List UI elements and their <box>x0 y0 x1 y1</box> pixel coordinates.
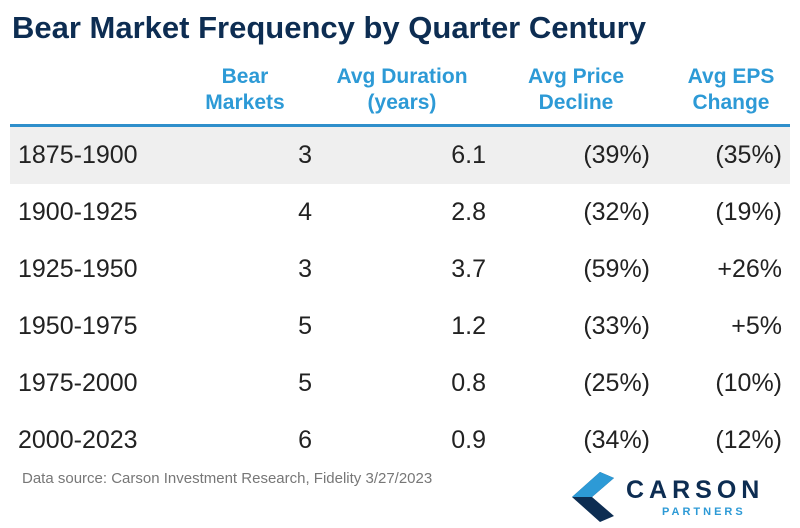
carson-partners-logo: CARSON PARTNERS <box>566 470 790 524</box>
avg-eps-change-cell: (12%) <box>715 426 782 454</box>
avg-price-decline-cell: (59%) <box>583 255 650 283</box>
data-source-note: Data source: Carson Investment Research,… <box>22 470 433 487</box>
avg-duration-cell: 0.8 <box>451 369 486 397</box>
header-avg-price-decline: Avg Price Decline <box>527 65 625 114</box>
avg-price-decline-cell: (33%) <box>583 312 650 340</box>
bear-markets-cell: 5 <box>298 369 312 397</box>
avg-eps-change-cell: +5% <box>731 312 782 340</box>
table-row: 1900-1925 4 2.8 (32%) (19%) <box>10 184 790 241</box>
avg-eps-change-cell: (35%) <box>715 141 782 169</box>
header-avg-duration: Avg Duration (years) <box>336 65 468 114</box>
avg-eps-change-cell: +26% <box>717 255 782 283</box>
table-row: 2000-2023 6 0.9 (34%) (12%) <box>10 412 790 469</box>
avg-price-decline-cell: (34%) <box>583 426 650 454</box>
table-row: 1925-1950 3 3.7 (59%) +26% <box>10 241 790 298</box>
period-cell: 2000-2023 <box>18 426 138 454</box>
avg-duration-cell: 3.7 <box>451 255 486 283</box>
period-cell: 1975-2000 <box>18 369 138 397</box>
header-bear-markets: Bear Markets <box>205 65 285 114</box>
table-row: 1975-2000 5 0.8 (25%) (10%) <box>10 355 790 412</box>
carson-chevron-icon <box>572 472 614 522</box>
bear-markets-cell: 3 <box>298 255 312 283</box>
period-cell: 1900-1925 <box>18 198 138 226</box>
bear-markets-cell: 4 <box>298 198 312 226</box>
logo-subtitle: PARTNERS <box>662 506 746 518</box>
bear-markets-cell: 6 <box>298 426 312 454</box>
avg-eps-change-cell: (10%) <box>715 369 782 397</box>
table-row: 1875-1900 3 6.1 (39%) (35%) <box>10 127 790 184</box>
bear-markets-cell: 3 <box>298 141 312 169</box>
period-cell: 1950-1975 <box>18 312 138 340</box>
avg-price-decline-cell: (32%) <box>583 198 650 226</box>
logo-wordmark: CARSON <box>626 476 765 504</box>
bear-markets-cell: 5 <box>298 312 312 340</box>
period-cell: 1925-1950 <box>18 255 138 283</box>
avg-duration-cell: 2.8 <box>451 198 486 226</box>
avg-eps-change-cell: (19%) <box>715 198 782 226</box>
table-row: 1950-1975 5 1.2 (33%) +5% <box>10 298 790 355</box>
avg-duration-cell: 1.2 <box>451 312 486 340</box>
period-cell: 1875-1900 <box>18 141 138 169</box>
header-rule <box>10 124 790 127</box>
avg-price-decline-cell: (25%) <box>583 369 650 397</box>
avg-duration-cell: 6.1 <box>451 141 486 169</box>
avg-duration-cell: 0.9 <box>451 426 486 454</box>
header-avg-eps-change: Avg EPS Change <box>687 65 775 114</box>
avg-price-decline-cell: (39%) <box>583 141 650 169</box>
chart-title: Bear Market Frequency by Quarter Century <box>12 10 646 45</box>
